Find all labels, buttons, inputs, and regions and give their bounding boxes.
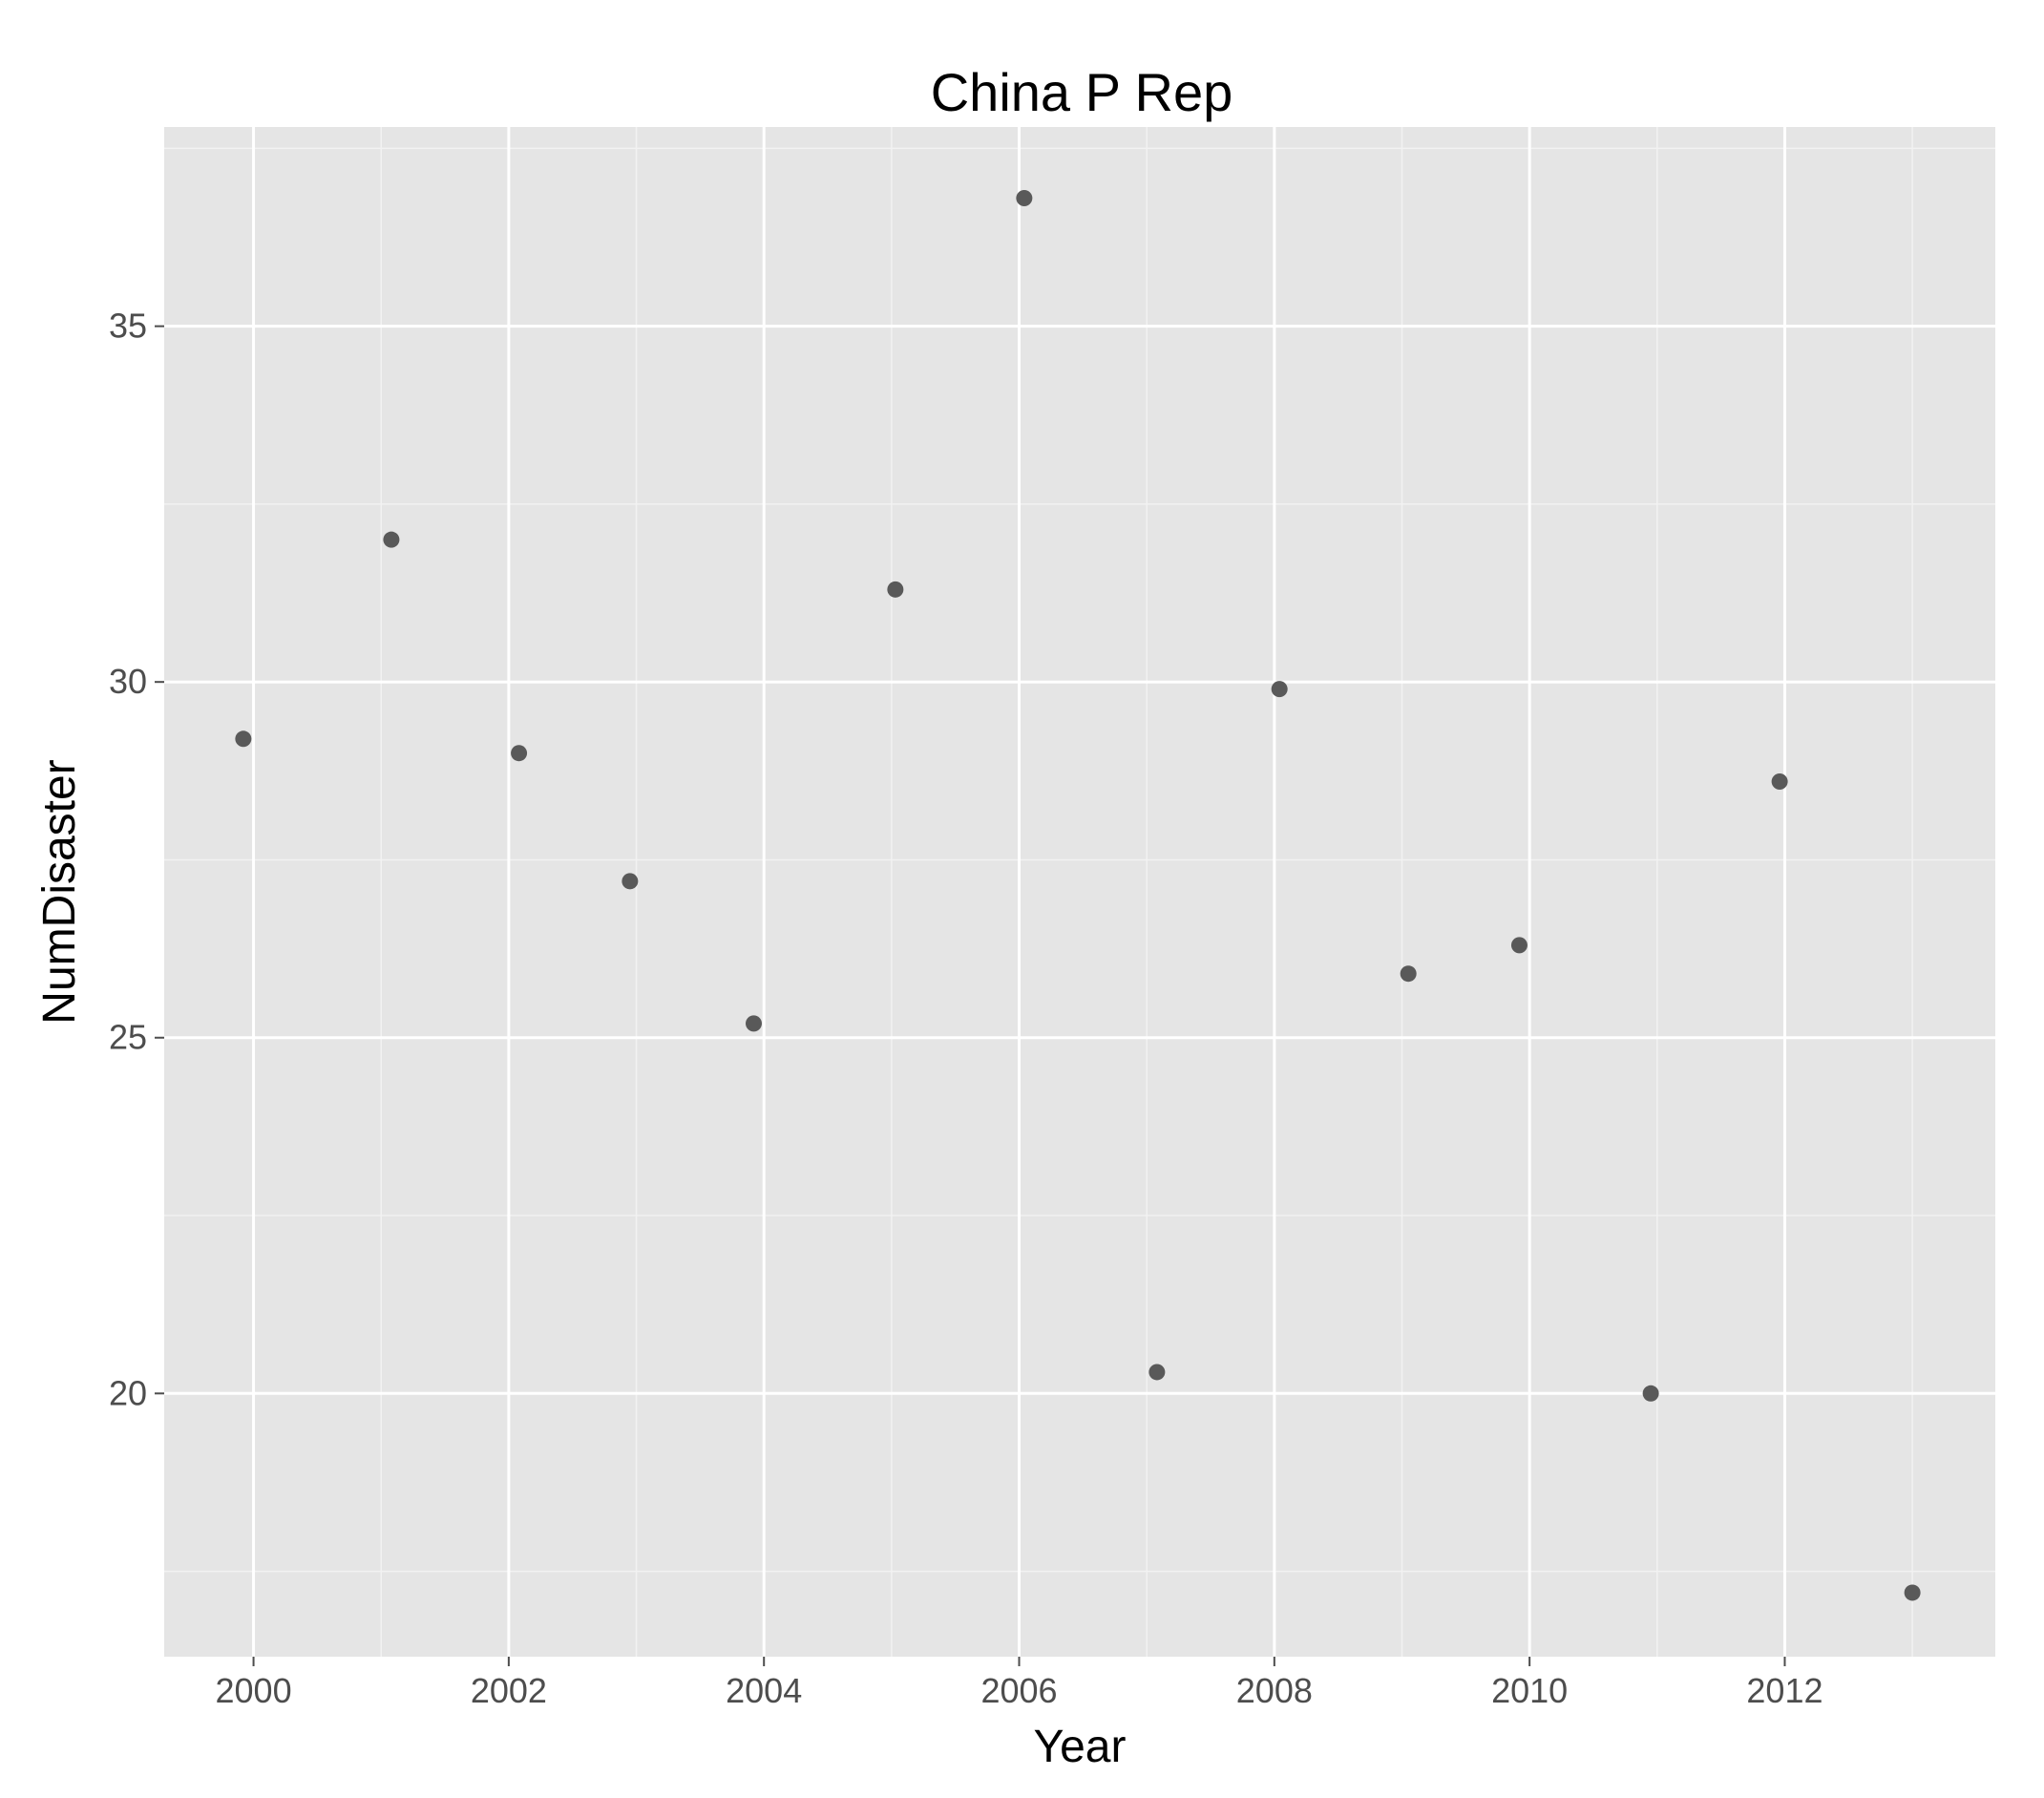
chart-title: China P Rep [931, 62, 1233, 122]
data-point [1642, 1385, 1659, 1402]
data-point [511, 745, 528, 762]
x-axis-tick-labels: 2000 2002 2004 2006 2008 2010 2012 [216, 1671, 1823, 1710]
y-tick-label: 30 [109, 662, 147, 701]
data-point [1400, 965, 1417, 983]
x-tick-label: 2006 [980, 1671, 1057, 1710]
data-point [1904, 1584, 1921, 1601]
x-axis-label: Year [1034, 1722, 1127, 1772]
x-tick-label: 2002 [471, 1671, 547, 1710]
y-tick-label: 25 [109, 1018, 147, 1057]
x-tick-label: 2010 [1491, 1671, 1568, 1710]
data-point [887, 581, 904, 598]
data-point [746, 1015, 763, 1032]
data-point [1771, 773, 1788, 791]
x-tick-label: 2004 [726, 1671, 802, 1710]
x-tick-label: 2012 [1746, 1671, 1823, 1710]
minor-gridlines [164, 127, 1995, 1657]
y-tick-label: 20 [109, 1373, 147, 1412]
data-point [1271, 681, 1288, 698]
y-tick-label: 35 [109, 307, 147, 346]
data-point [1016, 190, 1033, 207]
x-tick-label: 2000 [216, 1671, 292, 1710]
axis-ticks [155, 325, 1786, 1666]
y-axis-tick-labels: 20 25 30 35 [109, 307, 147, 1413]
data-point [383, 531, 400, 548]
data-point [1148, 1364, 1166, 1381]
data-points [235, 190, 1921, 1601]
data-point [235, 730, 252, 748]
y-axis-label: NumDisaster [34, 759, 85, 1024]
plot-panel [164, 127, 1995, 1657]
data-point [1510, 937, 1528, 954]
data-point [622, 873, 639, 890]
major-gridlines [164, 127, 1995, 1657]
x-tick-label: 2008 [1236, 1671, 1313, 1710]
